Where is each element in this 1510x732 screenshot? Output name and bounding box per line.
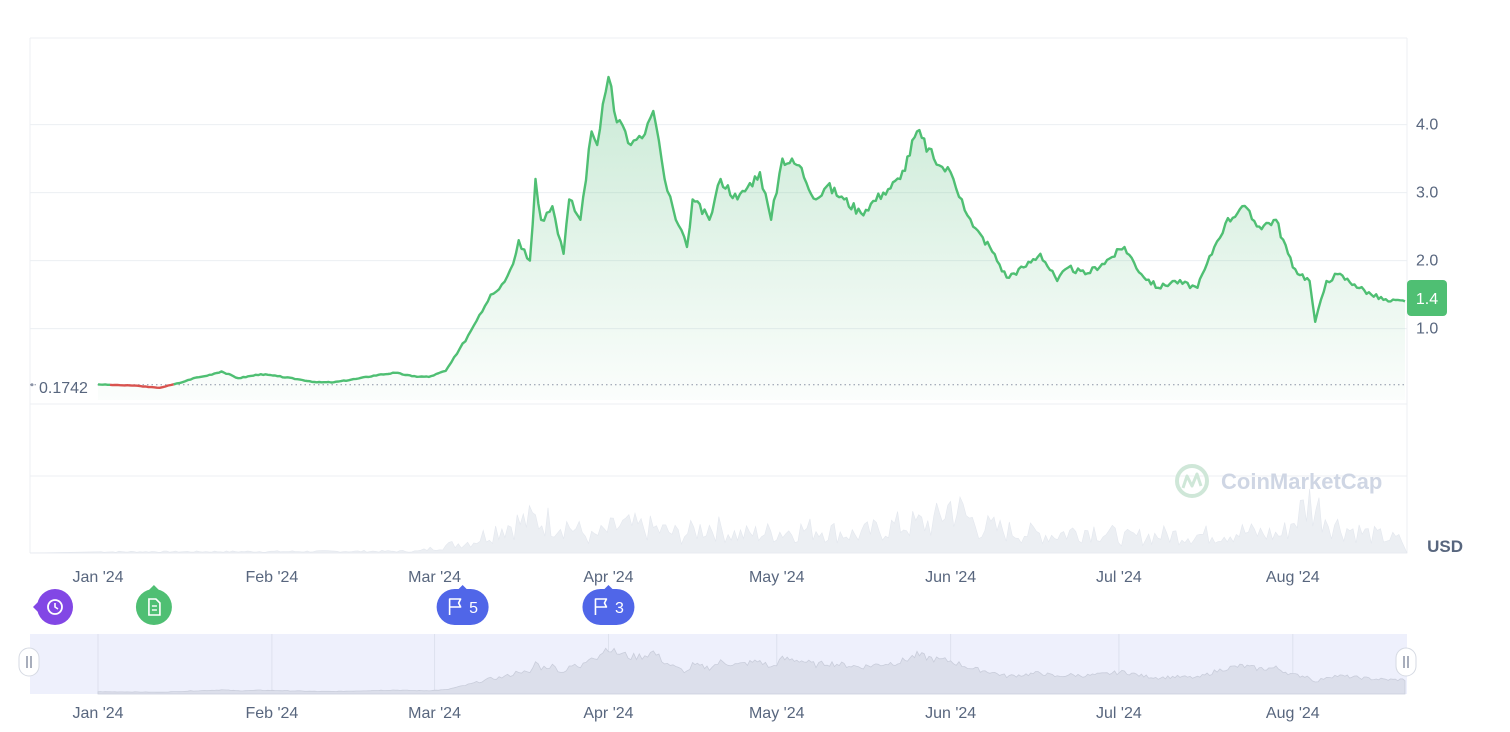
navigator-x-axis: Jan '24 Feb '24 Mar '24 Apr '24 May '24 Jun '… — [72, 705, 1319, 722]
navigator-x-tick-label: Feb '24 — [245, 705, 298, 722]
x-tick-label: Apr '24 — [583, 569, 633, 586]
x-tick-label: Jul '24 — [1096, 569, 1142, 586]
baseline-label-bg — [36, 373, 96, 396]
baseline-dot — [30, 383, 34, 387]
coinmarketcap-logo-icon — [1175, 464, 1209, 498]
coinmarketcap-watermark: CoinMarketCap — [1175, 464, 1382, 498]
x-tick-label: Jan '24 — [72, 569, 123, 586]
price-line-down — [109, 383, 174, 389]
flag-count: 3 — [615, 600, 624, 617]
navigator-x-tick-label: Jun '24 — [925, 705, 976, 722]
y-axis: 1.0 2.0 3.0 4.0 — [1416, 117, 1438, 338]
event-marker-document[interactable] — [135, 585, 172, 625]
event-marker-flag[interactable]: 3 — [582, 585, 635, 625]
x-axis: Jan '24 Feb '24 Mar '24 Apr '24 May '24 Jun '… — [72, 569, 1319, 586]
baseline-group: 0.1742 — [30, 373, 1407, 397]
y-tick-label: 2.0 — [1416, 253, 1438, 270]
navigator-x-tick-label: Mar '24 — [408, 705, 461, 722]
navigator-handle-left[interactable] — [18, 647, 40, 677]
x-tick-label: May '24 — [749, 569, 805, 586]
y-tick-label: 1.0 — [1416, 321, 1438, 338]
navigator[interactable] — [18, 634, 1417, 695]
x-tick-label: Aug '24 — [1266, 569, 1320, 586]
current-price-label: 1.4 — [1416, 291, 1438, 308]
x-tick-label: Feb '24 — [245, 569, 298, 586]
event-marker-flag[interactable]: 5 — [436, 585, 489, 625]
navigator-x-tick-label: Jul '24 — [1096, 705, 1142, 722]
price-line-up — [173, 75, 1406, 386]
currency-label: USD — [1427, 537, 1463, 556]
navigator-handle-right[interactable] — [1395, 647, 1417, 677]
navigator-x-tick-label: May '24 — [749, 705, 805, 722]
y-tick-label: 4.0 — [1416, 117, 1438, 134]
price-series — [97, 75, 1406, 389]
navigator-x-tick-label: Jan '24 — [72, 705, 123, 722]
flag-count: 5 — [469, 600, 478, 617]
y-tick-label: 3.0 — [1416, 185, 1438, 202]
history-icon — [47, 599, 63, 615]
flag-icon — [594, 598, 608, 615]
x-tick-label: Jun '24 — [925, 569, 976, 586]
document-icon — [148, 598, 161, 616]
volume-area — [29, 488, 1408, 554]
current-price-badge: 1.4 — [1407, 280, 1447, 316]
price-area-fill — [98, 77, 1405, 400]
navigator-series — [97, 647, 1406, 695]
x-tick-label: Mar '24 — [408, 569, 461, 586]
price-area — [98, 77, 1405, 400]
navigator-x-tick-label: Aug '24 — [1266, 705, 1320, 722]
navigator-area — [97, 647, 1406, 695]
baseline-label: 0.1742 — [39, 380, 88, 397]
navigator-x-tick-label: Apr '24 — [583, 705, 633, 722]
volume-series — [29, 488, 1408, 554]
flag-icon — [448, 598, 462, 615]
watermark-text: CoinMarketCap — [1221, 469, 1382, 494]
event-marker-history[interactable] — [33, 589, 73, 625]
